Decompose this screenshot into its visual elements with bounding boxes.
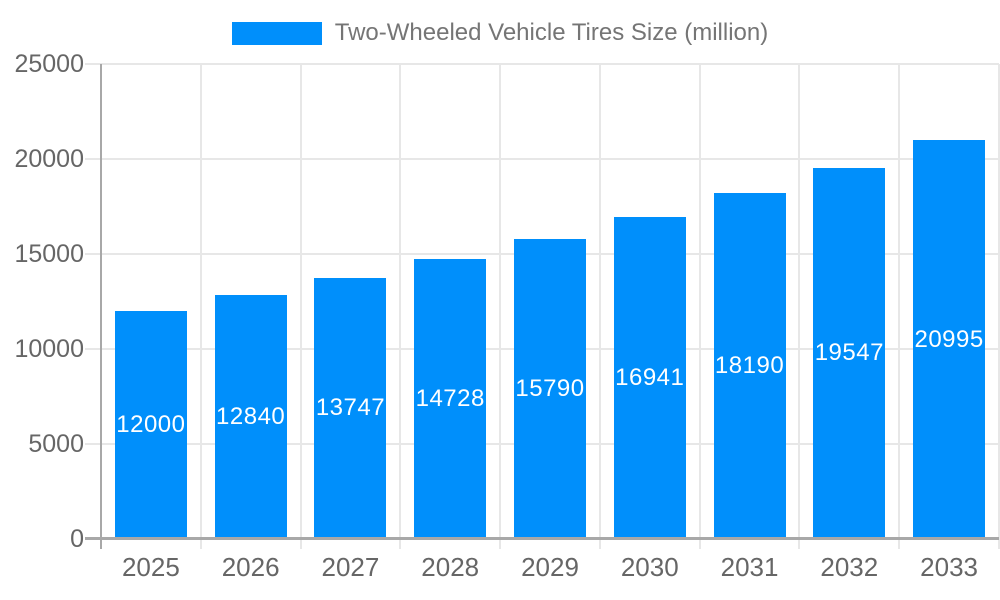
x-axis-tick-label: 2029 (521, 552, 579, 582)
x-gridline (399, 64, 402, 549)
bar-value-label: 14728 (415, 385, 485, 413)
y-axis-line (100, 64, 102, 549)
x-axis-tick-label: 2028 (421, 552, 480, 582)
x-gridline (299, 64, 302, 549)
y-gridline (85, 158, 999, 160)
bar-value-label: 15790 (515, 375, 585, 402)
bar-value-label: 20995 (914, 325, 984, 353)
x-axis-tick-label: 2030 (620, 552, 679, 582)
bar-value-label: 18190 (714, 352, 785, 380)
x-axis-tick-label: 2026 (221, 552, 280, 582)
x-axis-tick-label: 2031 (720, 552, 779, 582)
y-axis-tick-label: 10000 (14, 335, 84, 363)
bar-2029[interactable]: 15790 (514, 239, 586, 539)
bar-2031[interactable]: 18190 (713, 193, 786, 539)
bar-2032[interactable]: 19547 (813, 167, 886, 539)
y-axis-tick-label: 25000 (14, 50, 84, 78)
x-gridline (798, 64, 801, 549)
bar-2025[interactable]: 12000 (114, 311, 187, 539)
x-axis-tick-label: 2027 (321, 552, 380, 582)
bar-value-label: 19547 (814, 339, 884, 367)
legend-swatch (231, 21, 322, 45)
y-axis-tick-label: 15000 (14, 240, 84, 268)
bar-value-label: 12000 (116, 411, 186, 438)
x-gridline (898, 64, 901, 549)
bar-2033[interactable]: 20995 (913, 140, 986, 539)
x-axis-tick-label: 2032 (820, 552, 879, 582)
x-axis-line (85, 537, 999, 540)
x-gridline (199, 64, 202, 549)
x-axis-tick-label: 2033 (920, 552, 979, 582)
x-axis-tick-label: 2025 (121, 552, 180, 582)
plot-area: 12000 12840 13747 14728 15790 16941 18190 19547… (85, 63, 1000, 549)
bar-value-label: 12840 (216, 403, 286, 431)
x-gridline (598, 64, 601, 549)
legend-item[interactable]: Two-Wheeled Vehicle Tires Size (million) (0, 19, 1000, 47)
x-gridline (698, 64, 701, 549)
bar-2027[interactable]: 13747 (314, 277, 387, 539)
bar-2028[interactable]: 14728 (414, 259, 487, 539)
y-gridline (85, 63, 999, 65)
x-gridline (499, 64, 502, 549)
y-axis-tick-label: 0 (70, 525, 84, 553)
y-axis-tick-label: 5000 (28, 430, 84, 458)
bar-value-label: 13747 (315, 394, 386, 422)
bar-value-label: 16941 (615, 364, 685, 392)
legend-label: Two-Wheeled Vehicle Tires Size (million) (334, 19, 769, 46)
bar-2026[interactable]: 12840 (214, 295, 287, 539)
y-axis-tick-label: 20000 (14, 145, 84, 173)
bar-2030[interactable]: 16941 (613, 217, 686, 539)
x-gridline (998, 64, 1000, 549)
